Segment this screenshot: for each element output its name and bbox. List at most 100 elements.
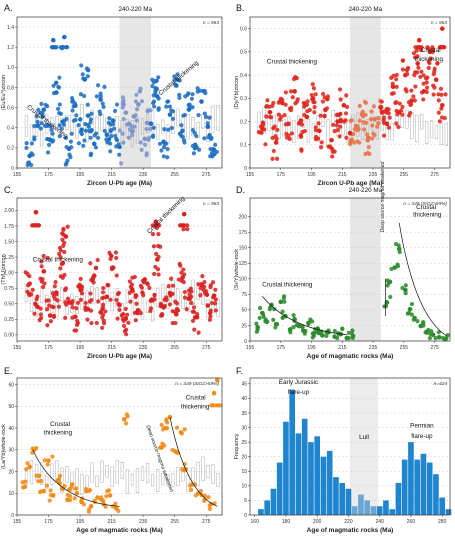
data-point: [57, 110, 62, 116]
data-point: [404, 89, 409, 94]
data-point: [424, 329, 430, 334]
data-point: [312, 110, 317, 115]
x-tick-label: 255: [171, 345, 180, 351]
data-point: [165, 420, 170, 425]
data-point: [177, 95, 182, 101]
data-point: [100, 290, 106, 295]
data-point: [35, 294, 40, 299]
panel-label: C.: [4, 185, 13, 195]
histogram-bar: [320, 456, 327, 515]
data-point: [151, 244, 157, 249]
data-point: [335, 128, 340, 133]
data-point: [25, 461, 30, 466]
data-point: [287, 136, 292, 142]
histogram-bar: [295, 433, 302, 515]
data-point: [150, 232, 156, 237]
box-whisker: [115, 116, 119, 134]
data-point: [121, 116, 126, 122]
x-tick-label: 215: [338, 172, 347, 178]
box-whisker: [145, 300, 150, 313]
data-point: [51, 83, 56, 88]
data-point: [275, 127, 280, 133]
data-point: [190, 309, 195, 314]
box-whisker: [216, 297, 220, 318]
histogram-bar: [289, 389, 296, 515]
y-tick-label: 10: [241, 484, 247, 490]
histogram-bar: [420, 453, 427, 515]
x-tick-label: 235: [139, 172, 148, 178]
data-point: [155, 257, 160, 262]
x-tick-label: 255: [171, 172, 180, 178]
y-tick-label: 0.1: [240, 143, 247, 149]
data-point: [112, 108, 118, 114]
data-point: [89, 111, 94, 116]
box-whisker: [29, 460, 34, 485]
data-point: [207, 115, 212, 120]
data-point: [70, 305, 75, 310]
histogram-bar: [364, 500, 371, 515]
data-point: [192, 315, 198, 320]
box-whisker: [361, 124, 365, 141]
data-point: [155, 223, 160, 228]
data-point: [269, 302, 274, 308]
y-tick-label: 1.2: [7, 45, 14, 51]
data-point: [416, 65, 421, 70]
data-point: [330, 147, 335, 152]
x-tick-label: 260: [407, 519, 416, 525]
data-point: [39, 101, 44, 106]
data-point: [436, 98, 441, 103]
data-point: [208, 146, 213, 152]
data-point: [51, 305, 56, 310]
y-tick-label: 125: [239, 261, 248, 267]
data-point: [173, 299, 178, 304]
data-point: [47, 137, 53, 143]
panel-label: B.: [236, 3, 245, 13]
box-whisker: [176, 108, 180, 127]
data-point: [133, 294, 138, 300]
data-point: [311, 86, 317, 91]
data-point: [211, 147, 217, 153]
data-point: [156, 75, 161, 80]
data-point: [46, 458, 51, 463]
box-whisker: [196, 286, 200, 300]
box-whisker: [65, 115, 69, 131]
histogram-bar: [283, 421, 289, 515]
data-point: [107, 493, 113, 498]
data-point: [189, 300, 194, 306]
data-point: [107, 137, 112, 142]
data-point: [209, 300, 215, 306]
data-point: [101, 302, 106, 307]
y-tick-label: 0.2: [7, 146, 14, 152]
data-point: [120, 105, 125, 110]
x-tick-label: 215: [107, 345, 116, 351]
data-point: [108, 149, 113, 154]
y-axis-title: (Dy/Yb)zircon: [234, 76, 240, 109]
data-point: [35, 304, 40, 310]
box-whisker: [429, 120, 434, 139]
data-point: [53, 279, 58, 285]
data-point: [23, 479, 28, 484]
data-point: [123, 316, 129, 321]
data-point: [40, 111, 45, 116]
data-point: [57, 473, 63, 479]
data-point: [63, 135, 69, 141]
data-point: [353, 123, 359, 129]
panel-e: 155 175 195 215 235 255 275 0 10 20 30 40 50 60 Age of…: [1, 366, 223, 534]
box-whisker: [439, 122, 443, 145]
plot-frame: [16, 197, 223, 342]
data-point: [344, 335, 350, 341]
data-point: [33, 210, 39, 215]
data-point: [159, 148, 164, 153]
data-point: [440, 26, 445, 31]
box-whisker: [140, 118, 145, 135]
data-point: [289, 105, 294, 110]
x-tick-label: 215: [107, 172, 116, 178]
data-point: [205, 124, 211, 130]
data-point: [299, 147, 304, 152]
box-whisker: [40, 120, 44, 147]
data-point: [384, 121, 390, 127]
x-tick-label: 155: [246, 172, 255, 178]
y-tick-label: 20: [241, 455, 247, 461]
data-point: [153, 86, 159, 91]
data-point: [100, 305, 106, 310]
